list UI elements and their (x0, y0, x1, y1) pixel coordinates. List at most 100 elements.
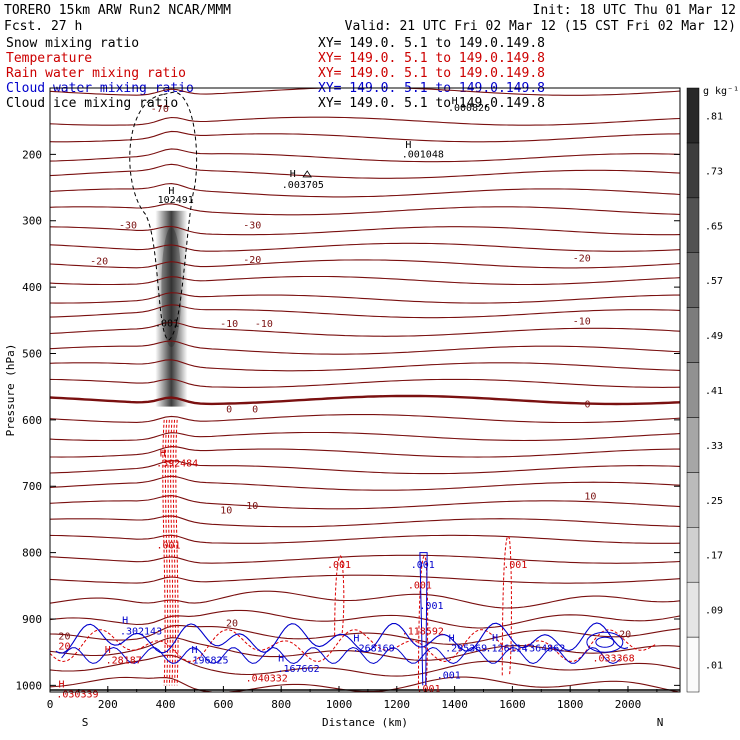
isotherm-line (50, 574, 680, 584)
rain-contour (172, 419, 176, 686)
extremum-label: .196825 (186, 655, 228, 666)
extremum-label: H (160, 448, 166, 459)
extremum-label: H (105, 645, 111, 656)
x-tick-label: 1000 (326, 698, 353, 711)
extremum-label: H (353, 634, 359, 645)
colorbar-swatch (686, 87, 700, 144)
y-tick-label: 400 (22, 281, 42, 294)
isotherm-line (50, 304, 680, 319)
cloudwater-contour (61, 646, 621, 665)
plot-area (50, 88, 680, 692)
isotherm-line (50, 225, 680, 236)
extremum-label: .167662 (277, 664, 319, 675)
colorbar-swatch (686, 581, 700, 638)
rain-contour (162, 419, 166, 686)
isotherm-line (50, 394, 680, 406)
isotherm-line (50, 475, 680, 491)
isotherm-label: 0 (252, 405, 258, 416)
isotherm-line (50, 554, 680, 564)
extremum-label: 102491 (158, 195, 194, 206)
isotherm-label: 20 (619, 630, 631, 641)
rain-contour (417, 555, 429, 689)
x-tick-label: 400 (156, 698, 176, 711)
colorbar-tick-label: .25 (705, 496, 723, 507)
colorbar-swatch (686, 307, 700, 363)
header-run-info: TORERO 15km ARW Run2 NCAR/MMM (4, 3, 231, 18)
isotherm-line (50, 321, 680, 337)
extremum-label: H (405, 140, 411, 151)
rain-low-contour (50, 628, 658, 663)
extremum-label: H (278, 653, 284, 664)
isotherm-line (50, 148, 680, 163)
contour-labels: -70-30 -30-20 -20 -20-10 -10 -100 0 010 10102020… (56, 96, 634, 700)
y-tick-label: 500 (22, 347, 42, 360)
isotherm-line (50, 88, 680, 96)
cloudwater-cell (595, 636, 615, 648)
legend-temp-label: Temperature (6, 51, 92, 66)
isotherm-label: 0 (585, 399, 591, 410)
cloudwater-plume (419, 552, 428, 686)
colorbar-swatch (686, 362, 700, 418)
colorbar-swatch (686, 197, 700, 253)
x-tick-label: 1400 (441, 698, 468, 711)
isotherm-line (50, 446, 680, 458)
extremum-label: .302143 (120, 626, 162, 637)
x-tick-label: 0 (47, 698, 54, 711)
extremum-label: .364862 (523, 644, 565, 655)
colorbar-tick-label: .09 (705, 606, 723, 617)
plot-frame (49, 87, 681, 693)
extremum-label: H (452, 96, 458, 107)
extremum-label: .001 (419, 601, 443, 612)
extremum-label: .268169 (353, 644, 395, 655)
extremum-label: .001 (437, 671, 461, 682)
extremum-label: .118592 (402, 626, 444, 637)
extremum-label: .126114 (486, 644, 528, 655)
extremum-label: H (122, 616, 128, 627)
extremum-label: .001 (156, 541, 180, 552)
isotherm-line (50, 242, 680, 252)
extremum-label: 20 (58, 642, 70, 653)
rain-contour (334, 555, 345, 636)
rain-contour (175, 419, 179, 686)
legend-rain-label: Rain water mixing ratio (6, 66, 186, 81)
legend-cloudice-label: Cloud ice mixing ratio (6, 96, 178, 111)
isotherm-line (50, 378, 680, 388)
endpoint-south: S (82, 716, 89, 729)
extremum-label: .001 (417, 684, 441, 695)
colorbar-tick-label: .17 (705, 551, 723, 562)
isotherm-line (50, 116, 680, 126)
x-tick-label: 200 (98, 698, 118, 711)
colorbar-tick-label: .57 (705, 276, 723, 287)
colorbar-tick-label: .49 (705, 331, 723, 342)
colorbar-swatch (686, 142, 700, 199)
isotherm-line (50, 340, 680, 355)
extremum-label: .28187 (106, 655, 142, 666)
colorbar-tick-label: .01 (705, 661, 723, 672)
extremum-label: H (290, 169, 296, 180)
isotherm-line (50, 495, 680, 510)
snow-column-core (161, 227, 182, 348)
isotherm-label: 20 (58, 632, 70, 643)
extremum-label: .030339 (56, 689, 98, 700)
isotherm-line (50, 163, 680, 179)
legend: Snow mixing ratio XY= 149.0. 5.1 to 149.… (6, 36, 545, 111)
isotherm-line (50, 292, 680, 304)
isotherm-line (50, 431, 680, 442)
colorbar-tick-label: .33 (705, 441, 723, 452)
endpoint-north: N (657, 716, 664, 729)
x-tick-label: 1600 (499, 698, 526, 711)
extremum-label: .003705 (282, 180, 324, 191)
isotherm-line (50, 130, 680, 143)
isotherm-label: -20 (90, 257, 108, 268)
isotherm-label: 20 (226, 618, 238, 629)
colorbar-swatch (686, 636, 700, 693)
colorbar-swatch (686, 252, 700, 308)
extremum-label: .001 (411, 560, 435, 571)
y-tick-label: 900 (22, 613, 42, 626)
extremum-label: .033368 (592, 653, 634, 664)
colorbar-swatch (686, 527, 700, 583)
x-tick-label: 2000 (615, 698, 642, 711)
isotherm-line (50, 637, 680, 661)
rain-contour (170, 419, 174, 686)
